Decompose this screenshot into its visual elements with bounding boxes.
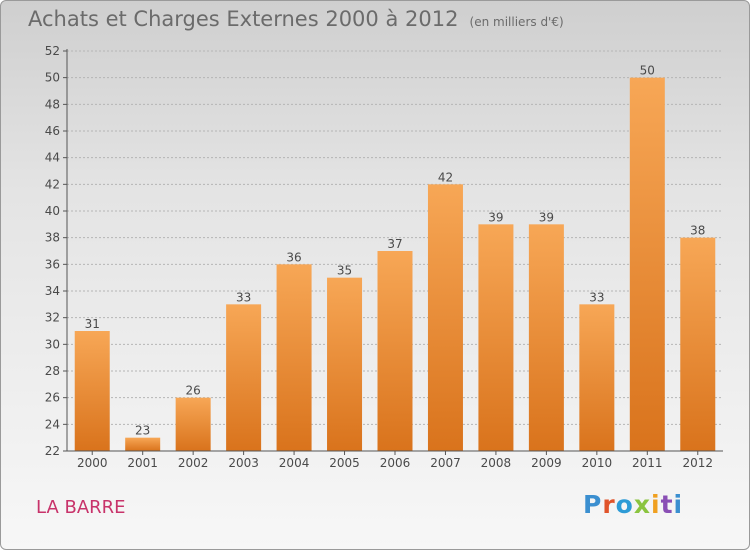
bar-2007 bbox=[427, 184, 463, 452]
chart-title-text: Achats et Charges Externes 2000 à 2012 bbox=[28, 7, 459, 31]
y-tick-label: 38 bbox=[45, 231, 60, 245]
y-tick-label: 52 bbox=[45, 44, 60, 58]
logo-letter: r bbox=[602, 490, 616, 519]
chart-unit-note: (en milliers d'€) bbox=[469, 15, 564, 29]
x-tick-label: 2000 bbox=[77, 456, 108, 470]
y-tick-label: 48 bbox=[45, 97, 60, 111]
x-tick-label: 2005 bbox=[329, 456, 360, 470]
data-label: 50 bbox=[640, 64, 655, 78]
bar-2001 bbox=[125, 437, 161, 451]
y-tick-label: 24 bbox=[45, 417, 60, 431]
y-tick-label: 28 bbox=[45, 364, 60, 378]
bar-2000 bbox=[74, 331, 110, 451]
x-tick-label: 2006 bbox=[380, 456, 411, 470]
logo-letter: P bbox=[583, 490, 603, 519]
bar-2002 bbox=[175, 397, 211, 451]
bar-2005 bbox=[327, 277, 363, 451]
y-tick-label: 34 bbox=[45, 284, 60, 298]
town-name: LA BARRE bbox=[36, 497, 126, 518]
logo-letter: x bbox=[633, 490, 651, 519]
bar-2009 bbox=[528, 224, 564, 451]
y-tick-label: 22 bbox=[45, 444, 60, 458]
x-tick-label: 2009 bbox=[531, 456, 562, 470]
data-label: 42 bbox=[438, 170, 453, 184]
chart-title: Achats et Charges Externes 2000 à 2012 (… bbox=[28, 7, 564, 31]
data-label: 33 bbox=[589, 290, 604, 304]
proxiti-logo: Proxiti bbox=[583, 490, 683, 519]
data-label: 36 bbox=[286, 250, 301, 264]
bar-2004 bbox=[276, 264, 312, 451]
y-tick-label: 36 bbox=[45, 257, 60, 271]
data-label: 23 bbox=[135, 424, 150, 438]
bar-2003 bbox=[226, 304, 262, 451]
data-label: 37 bbox=[387, 237, 402, 251]
x-axis-ticks: 2000 2001 2002 2003 2004 2005 2006 2007 2008 2009… bbox=[77, 451, 713, 470]
data-label: 31 bbox=[85, 317, 100, 331]
x-tick-label: 2010 bbox=[582, 456, 613, 470]
bars bbox=[74, 77, 716, 452]
bar-2006 bbox=[377, 251, 413, 451]
logo-letter: i bbox=[651, 490, 661, 519]
x-tick-label: 2008 bbox=[481, 456, 512, 470]
logo-letter: o bbox=[615, 490, 634, 519]
y-tick-label: 40 bbox=[45, 204, 60, 218]
x-tick-label: 2011 bbox=[632, 456, 663, 470]
data-label: 26 bbox=[186, 384, 201, 398]
y-tick-label: 26 bbox=[45, 391, 60, 405]
data-label: 38 bbox=[690, 224, 705, 238]
x-tick-label: 2007 bbox=[430, 456, 461, 470]
data-label: 39 bbox=[488, 210, 503, 224]
x-tick-label: 2003 bbox=[228, 456, 259, 470]
logo-letter: i bbox=[673, 490, 684, 519]
x-tick-label: 2004 bbox=[279, 456, 310, 470]
data-label: 39 bbox=[539, 210, 554, 224]
data-label: 33 bbox=[236, 290, 251, 304]
y-tick-label: 50 bbox=[45, 71, 60, 85]
bar-2012 bbox=[680, 237, 716, 451]
y-tick-label: 30 bbox=[45, 337, 60, 351]
bar-2011 bbox=[629, 77, 665, 452]
x-tick-label: 2012 bbox=[682, 456, 713, 470]
x-tick-label: 2002 bbox=[178, 456, 209, 470]
y-tick-label: 42 bbox=[45, 177, 60, 191]
bar-2010 bbox=[579, 304, 615, 451]
logo-letter: t bbox=[660, 490, 674, 519]
y-tick-label: 46 bbox=[45, 124, 60, 138]
data-labels: 31 23 26 33 36 35 37 42 39 39 33 50 38 bbox=[85, 64, 706, 438]
y-tick-label: 32 bbox=[45, 311, 60, 325]
data-label: 35 bbox=[337, 264, 352, 278]
y-axis-ticks: 22 24 26 28 30 32 34 36 38 40 42 44 46 48 50 52 bbox=[45, 44, 67, 458]
bar-2008 bbox=[478, 224, 514, 451]
axes bbox=[66, 49, 723, 452]
y-tick-label: 44 bbox=[45, 151, 60, 165]
x-tick-label: 2001 bbox=[127, 456, 158, 470]
